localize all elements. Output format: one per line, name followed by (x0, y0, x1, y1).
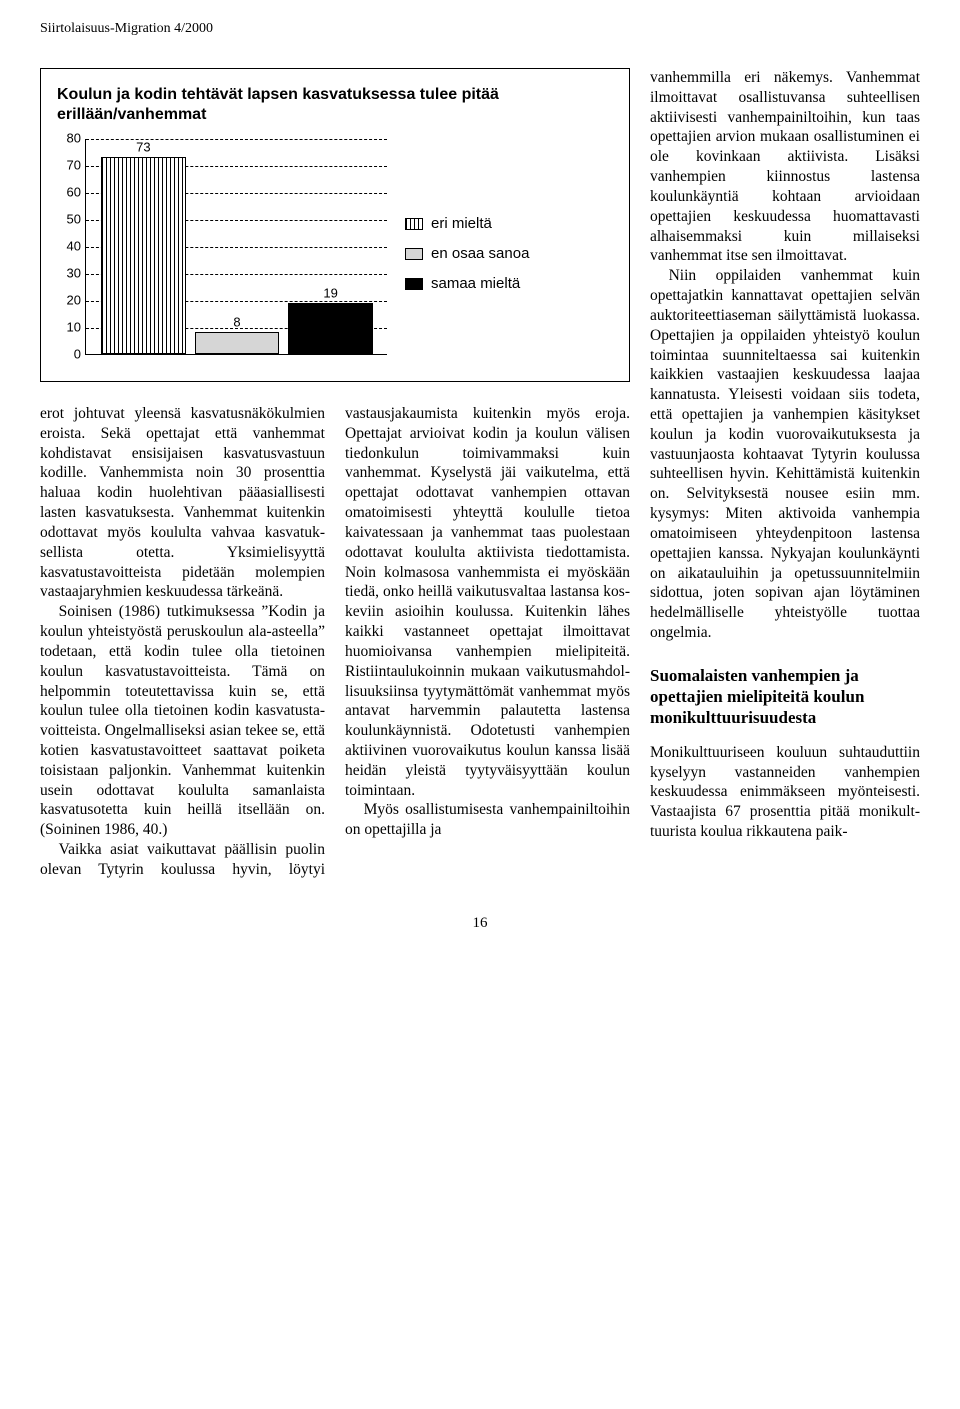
y-axis-label: 0 (57, 347, 81, 364)
page-body: Koulun ja kodin tehtävät lapsen kasvatuk… (40, 68, 920, 880)
legend-swatch (405, 278, 423, 290)
chart-bar (101, 157, 186, 354)
chart-legend: eri mieltäen osaa sanoasamaa mieltä (405, 209, 529, 299)
bar-value-label: 19 (323, 285, 337, 304)
section-heading: Suomalaisten vanhempien ja opettajien mi… (650, 665, 920, 729)
legend-item: samaa mieltä (405, 269, 529, 299)
legend-swatch (405, 218, 423, 230)
legend-swatch (405, 248, 423, 260)
paragraph: Niin oppilaiden vanhemmat kuin opettajat… (650, 266, 920, 643)
chart-title: Koulun ja kodin tehtävät lapsen kasvatuk… (57, 85, 613, 125)
legend-label: samaa mieltä (431, 269, 520, 299)
right-column: vanhemmilla eri näkemys. Van­hemmat ilmo… (650, 68, 920, 880)
chart-bar (288, 303, 373, 354)
paragraph: erot johtuvat yleensä kasvatusnä­kö­kulm… (40, 404, 325, 602)
y-axis-label: 70 (57, 158, 81, 175)
chart-container: Koulun ja kodin tehtävät lapsen kasvatuk… (40, 68, 630, 382)
page-header: Siirtolaisuus-Migration 4/2000 (40, 20, 920, 38)
chart-area: 7381901020304050607080 eri mieltäen osaa… (57, 139, 613, 369)
chart-plot: 7381901020304050607080 (57, 139, 387, 369)
legend-item: eri mieltä (405, 209, 529, 239)
chart-bar (195, 332, 280, 354)
legend-label: eri mieltä (431, 209, 492, 239)
paragraph: Myös osallistumisesta van­hempainiltoihi… (345, 800, 630, 840)
bar-value-label: 73 (136, 139, 150, 158)
y-axis-label: 20 (57, 293, 81, 310)
legend-label: en osaa sanoa (431, 239, 529, 269)
paragraph: Monikulttuuriseen kouluun suh­tauduttiin… (650, 743, 920, 842)
bar-value-label: 8 (233, 315, 240, 334)
y-axis-label: 80 (57, 131, 81, 148)
left-block: Koulun ja kodin tehtävät lapsen kasvatuk… (40, 68, 630, 880)
y-axis-label: 40 (57, 239, 81, 256)
legend-item: en osaa sanoa (405, 239, 529, 269)
y-axis-label: 60 (57, 185, 81, 202)
left-text-columns: erot johtuvat yleensä kasvatusnä­kö­kulm… (40, 404, 630, 880)
y-axis-label: 50 (57, 212, 81, 229)
paragraph: Soinisen (1986) tutkimuksessa ”Kodin ja … (40, 602, 325, 840)
y-axis-label: 30 (57, 266, 81, 283)
paragraph: vanhemmilla eri näkemys. Van­hemmat ilmo… (650, 68, 920, 266)
y-axis-label: 10 (57, 320, 81, 337)
page-number: 16 (40, 914, 920, 933)
